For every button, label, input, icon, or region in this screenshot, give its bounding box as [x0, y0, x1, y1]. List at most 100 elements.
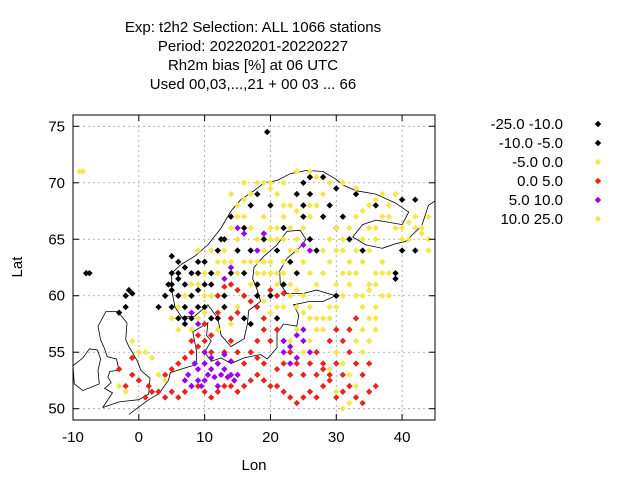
data-point [273, 365, 281, 373]
data-point [280, 269, 287, 277]
data-point [181, 264, 189, 271]
data-point [260, 230, 268, 237]
data-point [398, 196, 406, 203]
data-point [221, 382, 228, 390]
data-point [234, 388, 241, 395]
data-point [208, 315, 215, 322]
data-point [208, 394, 215, 401]
data-point [240, 269, 248, 277]
data-point [181, 354, 189, 362]
data-point [300, 371, 307, 379]
data-point [240, 292, 248, 299]
data-point [379, 213, 386, 220]
data-point [352, 315, 360, 322]
data-point [129, 354, 136, 362]
data-point [221, 258, 228, 266]
data-point [293, 399, 300, 407]
data-point [227, 371, 235, 379]
data-point [181, 388, 189, 395]
data-point [267, 309, 274, 316]
data-point [208, 269, 215, 277]
data-point [188, 326, 195, 333]
data-point [168, 365, 175, 373]
data-point [346, 399, 353, 407]
data-point [201, 292, 208, 299]
data-point [339, 360, 347, 367]
data-point [287, 202, 294, 209]
data-point [227, 224, 235, 232]
data-point [333, 292, 340, 299]
data-point [181, 292, 189, 299]
data-point [300, 241, 307, 249]
data-point [333, 394, 340, 401]
data-point [188, 292, 195, 299]
data-point [254, 269, 261, 277]
data-point [260, 213, 268, 220]
data-point [168, 281, 175, 288]
data-point [273, 292, 281, 299]
data-point [194, 286, 202, 294]
data-point [333, 326, 340, 333]
data-point [273, 303, 281, 311]
data-point [254, 303, 261, 311]
data-point [194, 332, 202, 339]
data-point [254, 281, 261, 288]
data-point [247, 320, 254, 328]
x-tick-label: -10 [62, 429, 84, 446]
data-point [181, 281, 189, 288]
data-point [306, 388, 314, 395]
data-point [208, 354, 215, 362]
data-point [260, 236, 268, 243]
data-point [188, 382, 195, 390]
data-point [214, 382, 221, 390]
data-point [359, 399, 366, 407]
data-point [234, 236, 241, 243]
data-point [339, 179, 347, 186]
data-point [300, 337, 307, 345]
data-point [260, 298, 268, 305]
data-point [313, 281, 320, 288]
data-point [339, 371, 347, 379]
data-point [217, 371, 225, 379]
data-point [227, 315, 235, 322]
data-point [326, 365, 333, 373]
data-point [385, 292, 393, 299]
data-point [227, 269, 235, 277]
data-point [194, 382, 202, 390]
y-tick-label: 75 [48, 118, 65, 135]
data-point [260, 179, 268, 186]
data-point [227, 320, 235, 328]
data-point [191, 360, 198, 367]
data-point [122, 382, 129, 390]
legend-label: -5.0 0.0 [512, 154, 563, 171]
data-point [201, 309, 208, 316]
data-point [385, 202, 393, 209]
data-point [346, 382, 353, 390]
data-point [208, 247, 215, 254]
x-tick-label: 0 [135, 429, 143, 446]
data-point [254, 292, 261, 299]
data-point [79, 168, 87, 175]
data-point [267, 292, 274, 299]
data-point [273, 281, 281, 288]
data-point [155, 388, 162, 395]
data-point [175, 326, 182, 333]
data-point [148, 388, 156, 395]
data-point [306, 168, 314, 175]
data-point [221, 236, 228, 243]
data-point [313, 173, 320, 181]
data-point [240, 258, 248, 266]
data-point [333, 360, 340, 367]
coastline-path [128, 295, 336, 415]
data-point [227, 337, 235, 345]
data-point [234, 309, 241, 316]
data-point [188, 281, 195, 288]
data-point [198, 382, 205, 390]
data-point [372, 281, 379, 288]
data-point [227, 264, 235, 271]
data-point [333, 303, 340, 311]
data-point [300, 258, 307, 266]
data-point [240, 230, 248, 237]
data-point [234, 349, 241, 356]
